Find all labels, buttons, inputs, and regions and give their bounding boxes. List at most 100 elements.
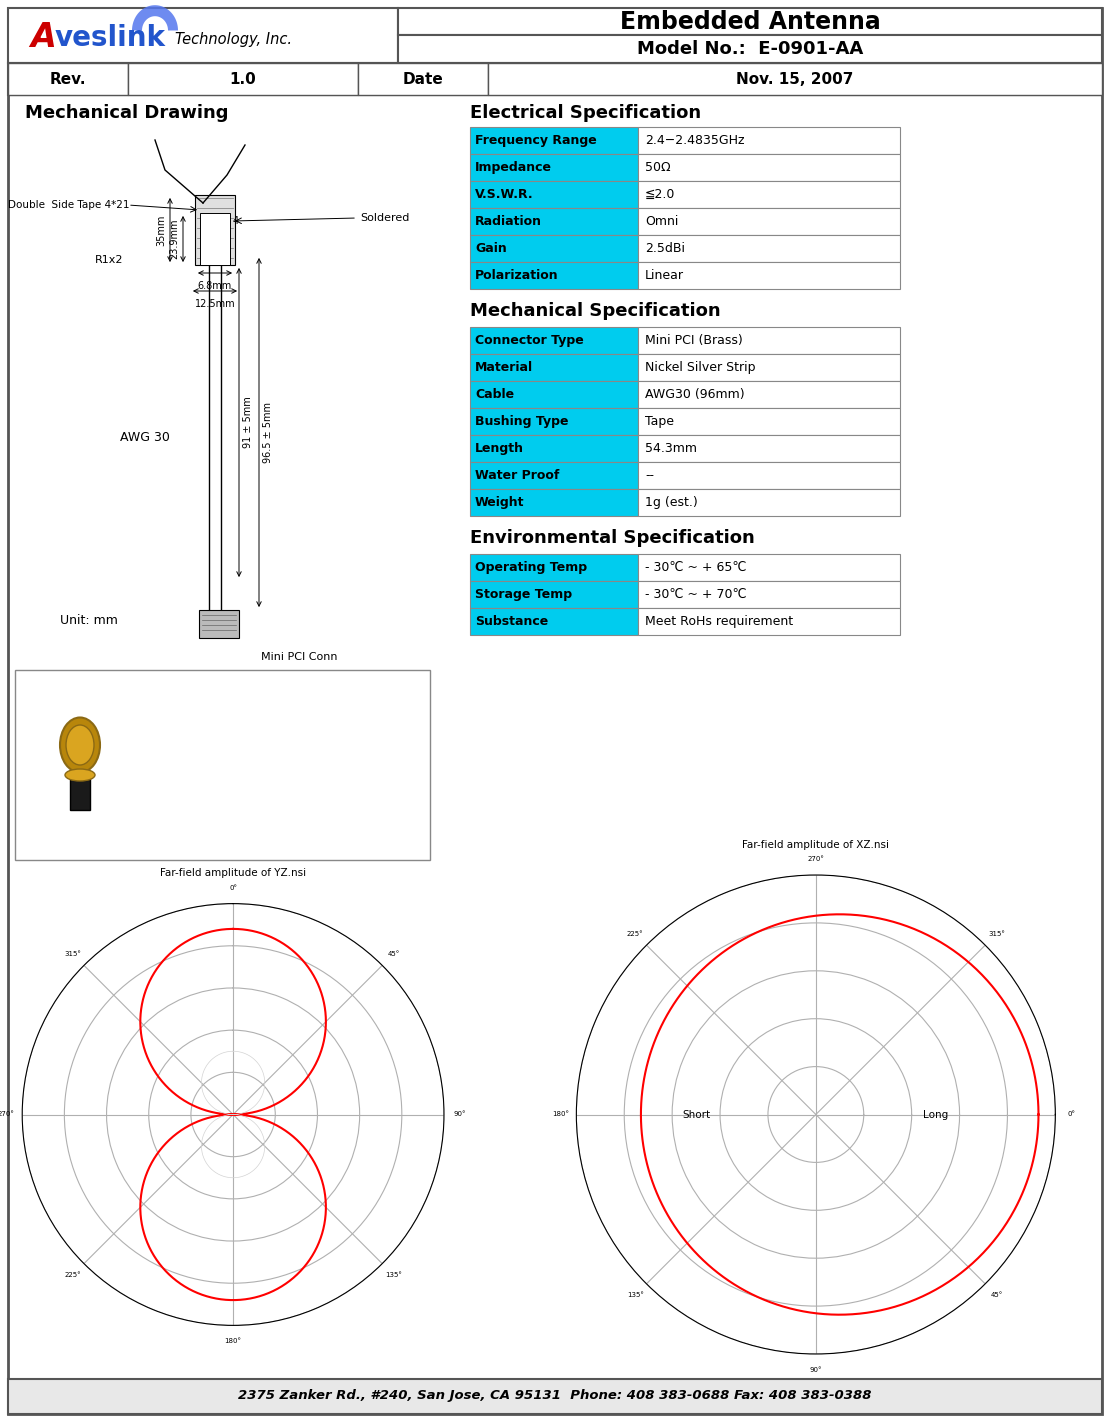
Text: A: A xyxy=(30,21,56,54)
Text: Model No.:  E-0901-AA: Model No.: E-0901-AA xyxy=(637,40,864,58)
Text: 91 ± 5mm: 91 ± 5mm xyxy=(243,397,253,448)
Text: Linear: Linear xyxy=(645,269,684,282)
Text: AWG30 (96mm): AWG30 (96mm) xyxy=(645,388,745,401)
Text: Mechanical Specification: Mechanical Specification xyxy=(470,301,720,320)
Text: 2.4−2.4835GHz: 2.4−2.4835GHz xyxy=(645,134,745,146)
Bar xyxy=(470,582,638,609)
Text: --: -- xyxy=(645,469,654,482)
Bar xyxy=(359,63,488,95)
Text: 96.5 ± 5mm: 96.5 ± 5mm xyxy=(263,402,273,464)
Bar xyxy=(638,489,900,516)
Bar xyxy=(195,195,235,264)
Bar xyxy=(398,36,1102,63)
Bar xyxy=(470,555,638,582)
Bar xyxy=(638,582,900,609)
Text: Soldered: Soldered xyxy=(360,213,410,223)
Bar xyxy=(128,63,359,95)
Bar xyxy=(8,9,398,63)
Text: 54.3mm: 54.3mm xyxy=(645,442,697,455)
Text: Unit: mm: Unit: mm xyxy=(60,613,118,627)
Text: Radiation: Radiation xyxy=(475,215,542,228)
Text: Polarization: Polarization xyxy=(475,269,558,282)
Text: Double  Side Tape 4*21: Double Side Tape 4*21 xyxy=(8,201,130,210)
Text: Long: Long xyxy=(924,1109,948,1119)
Text: Length: Length xyxy=(475,442,524,455)
Bar xyxy=(8,63,1102,95)
Text: Mini PCI Conn: Mini PCI Conn xyxy=(261,653,337,663)
Text: 35mm: 35mm xyxy=(157,215,166,246)
Bar xyxy=(470,609,638,636)
Text: Nov. 15, 2007: Nov. 15, 2007 xyxy=(736,71,854,87)
Text: 12.5mm: 12.5mm xyxy=(194,299,235,309)
Bar xyxy=(470,489,638,516)
Text: Mechanical Drawing: Mechanical Drawing xyxy=(26,104,229,122)
Text: 6.8mm: 6.8mm xyxy=(198,282,232,292)
Text: Storage Temp: Storage Temp xyxy=(475,589,572,602)
Text: Cable: Cable xyxy=(475,388,514,401)
Bar xyxy=(638,462,900,489)
Text: 50Ω: 50Ω xyxy=(645,161,670,173)
Bar xyxy=(8,1379,1102,1413)
Bar xyxy=(638,555,900,582)
Text: - 30℃ ~ + 65℃: - 30℃ ~ + 65℃ xyxy=(645,562,746,574)
Bar xyxy=(470,235,638,262)
Text: 2.5dBi: 2.5dBi xyxy=(645,242,685,255)
Ellipse shape xyxy=(60,718,100,772)
Bar xyxy=(638,609,900,636)
Text: Rev.: Rev. xyxy=(50,71,87,87)
Text: Substance: Substance xyxy=(475,614,548,629)
Bar xyxy=(16,670,430,860)
Bar xyxy=(638,127,900,154)
Text: 4: 4 xyxy=(233,216,239,226)
Text: - 30℃ ~ + 70℃: - 30℃ ~ + 70℃ xyxy=(645,589,747,602)
Bar xyxy=(70,775,90,811)
Bar xyxy=(638,208,900,235)
Text: 1g (est.): 1g (est.) xyxy=(645,496,698,509)
Bar xyxy=(638,181,900,208)
Bar xyxy=(470,181,638,208)
Text: Gain: Gain xyxy=(475,242,507,255)
Text: Meet RoHs requirement: Meet RoHs requirement xyxy=(645,614,794,629)
Text: 1.0: 1.0 xyxy=(230,71,256,87)
Bar xyxy=(470,408,638,435)
Text: Environmental Specification: Environmental Specification xyxy=(470,529,755,547)
Title: Far-field amplitude of XZ.nsi: Far-field amplitude of XZ.nsi xyxy=(743,840,889,850)
Bar xyxy=(470,435,638,462)
Bar xyxy=(638,435,900,462)
Text: ≦2.0: ≦2.0 xyxy=(645,188,675,201)
Polygon shape xyxy=(132,6,178,30)
Text: Short: Short xyxy=(682,1109,710,1119)
Bar xyxy=(470,154,638,181)
Bar xyxy=(8,63,128,95)
Text: Tape: Tape xyxy=(645,415,674,428)
Bar xyxy=(638,408,900,435)
Text: Technology, Inc.: Technology, Inc. xyxy=(175,33,292,47)
Bar xyxy=(470,462,638,489)
Bar xyxy=(638,381,900,408)
Text: Weight: Weight xyxy=(475,496,525,509)
Text: V.S.W.R.: V.S.W.R. xyxy=(475,188,534,201)
Text: AWG 30: AWG 30 xyxy=(120,431,170,444)
Text: Water Proof: Water Proof xyxy=(475,469,559,482)
Ellipse shape xyxy=(65,769,95,781)
Text: Mini PCI (Brass): Mini PCI (Brass) xyxy=(645,334,743,347)
Text: Date: Date xyxy=(403,71,443,87)
Title: Far-field amplitude of YZ.nsi: Far-field amplitude of YZ.nsi xyxy=(160,869,306,879)
Bar xyxy=(638,154,900,181)
Bar xyxy=(200,213,230,264)
Text: R1x2: R1x2 xyxy=(95,255,123,264)
Text: Embedded Antenna: Embedded Antenna xyxy=(619,10,880,34)
Text: Connector Type: Connector Type xyxy=(475,334,584,347)
Ellipse shape xyxy=(65,725,94,765)
Text: 2375 Zanker Rd., #240, San Jose, CA 95131  Phone: 408 383-0688 Fax: 408 383-0388: 2375 Zanker Rd., #240, San Jose, CA 9513… xyxy=(239,1389,871,1402)
Text: Nickel Silver Strip: Nickel Silver Strip xyxy=(645,361,756,374)
Bar xyxy=(638,262,900,289)
Text: Impedance: Impedance xyxy=(475,161,552,173)
Bar xyxy=(470,262,638,289)
Bar xyxy=(470,327,638,354)
Bar xyxy=(470,127,638,154)
Text: veslink: veslink xyxy=(56,24,166,51)
Bar xyxy=(488,63,1102,95)
Bar xyxy=(638,235,900,262)
Text: 23.9mm: 23.9mm xyxy=(169,219,179,259)
